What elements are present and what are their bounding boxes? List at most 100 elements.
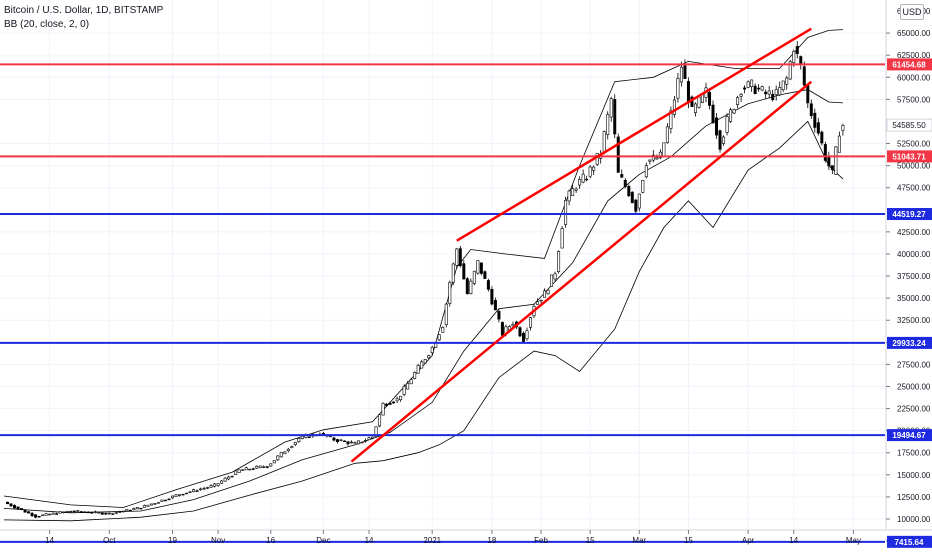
trend-channel[interactable] bbox=[350, 27, 813, 463]
candle-body bbox=[641, 179, 645, 193]
candle-body bbox=[192, 489, 196, 492]
candle-body bbox=[837, 135, 841, 153]
level-label-bg-1 bbox=[887, 150, 932, 163]
candle-body bbox=[620, 174, 624, 178]
candle-body bbox=[37, 516, 41, 518]
x-tick-label: 15 bbox=[586, 536, 595, 545]
candle-body bbox=[630, 191, 634, 203]
candle-body bbox=[385, 403, 389, 406]
candle-body bbox=[567, 190, 571, 202]
candle-body bbox=[321, 433, 325, 435]
candle-body bbox=[416, 365, 420, 374]
y-tick-label: 60000.00 bbox=[897, 73, 931, 82]
y-tick-label: 17500.00 bbox=[897, 449, 931, 458]
candle-body bbox=[255, 465, 259, 469]
candle-body bbox=[185, 492, 189, 495]
candle-body bbox=[543, 290, 547, 298]
candle-body bbox=[686, 81, 690, 103]
candle-body bbox=[381, 403, 385, 416]
symbol-title[interactable]: Bitcoin / U.S. Dollar, 1D, BITSTAMP bbox=[4, 5, 164, 16]
level-label-bg-5 bbox=[887, 535, 932, 548]
candle-body bbox=[265, 466, 269, 468]
channel-upper-line[interactable] bbox=[456, 27, 812, 242]
horizontal-levels[interactable] bbox=[0, 63, 885, 543]
candle-body bbox=[132, 508, 136, 510]
candle-body bbox=[771, 94, 775, 101]
candle-body bbox=[335, 439, 339, 443]
candle-body bbox=[413, 372, 417, 379]
candle-body bbox=[648, 159, 652, 162]
y-tick-label: 37500.00 bbox=[897, 272, 931, 281]
candle-body bbox=[69, 510, 73, 513]
candle-body bbox=[241, 469, 245, 471]
candle-body bbox=[279, 451, 283, 458]
candle-body bbox=[392, 401, 396, 404]
candle-body bbox=[476, 260, 480, 274]
candle-body bbox=[167, 498, 171, 501]
candle-body bbox=[272, 460, 276, 464]
candle-body bbox=[788, 61, 792, 80]
candle-body bbox=[757, 87, 761, 90]
candle-body bbox=[97, 512, 101, 514]
candle-body bbox=[76, 510, 80, 512]
candle-body bbox=[188, 491, 192, 493]
candle-body bbox=[672, 99, 676, 115]
candle-body bbox=[430, 347, 434, 354]
candle-body bbox=[27, 511, 31, 514]
candle-body bbox=[718, 130, 722, 150]
candle-body bbox=[360, 441, 364, 444]
candle-body bbox=[349, 441, 353, 444]
candle-body bbox=[163, 499, 167, 502]
candle-body bbox=[823, 144, 827, 161]
candle-body bbox=[448, 282, 452, 304]
candle-body bbox=[395, 398, 399, 402]
x-tick-label: May bbox=[846, 536, 861, 545]
candle-body bbox=[462, 263, 466, 280]
x-tick-label: 14 bbox=[45, 536, 54, 545]
candle-body bbox=[553, 273, 557, 280]
y-tick-label: 52500.00 bbox=[897, 140, 931, 149]
candle-body bbox=[104, 512, 108, 515]
y-tick-label: 22500.00 bbox=[897, 405, 931, 414]
candle-body bbox=[146, 504, 150, 507]
candle-body bbox=[111, 513, 115, 515]
candle-body bbox=[662, 142, 666, 158]
candle-body bbox=[378, 414, 382, 427]
x-tick-label: 18 bbox=[487, 536, 496, 545]
candle-body bbox=[230, 475, 234, 478]
candle-body bbox=[528, 317, 532, 328]
candle-body bbox=[423, 359, 427, 364]
candle-body bbox=[258, 465, 262, 468]
x-tick-label: Feb bbox=[534, 536, 548, 545]
candle-body bbox=[206, 487, 210, 489]
candle-body bbox=[286, 448, 290, 452]
candle-body bbox=[251, 468, 255, 470]
candle-body bbox=[48, 513, 52, 516]
candle-body bbox=[750, 79, 754, 87]
currency-button[interactable]: USD bbox=[900, 4, 924, 20]
candle-body bbox=[602, 131, 606, 153]
candle-body bbox=[223, 477, 227, 482]
candle-body bbox=[479, 262, 483, 274]
candle-body bbox=[41, 514, 45, 517]
level-label-4: 19494.67 bbox=[892, 431, 926, 440]
candle-body bbox=[511, 324, 515, 327]
candle-body bbox=[500, 322, 504, 336]
candle-body bbox=[816, 122, 820, 134]
candle-body bbox=[332, 437, 336, 441]
candle-body bbox=[753, 85, 757, 94]
candle-body bbox=[493, 300, 497, 311]
time-axis[interactable]: 14 Oct 19 Nov 16 Dec 14 2021 18 Feb 15 Mar 15 Apr 14 Ma… bbox=[45, 530, 861, 545]
candle-body bbox=[409, 379, 413, 385]
indicator-label[interactable]: BB (20, close, 2, 0) bbox=[4, 19, 90, 30]
candle-body bbox=[65, 510, 69, 513]
channel-lower-line[interactable] bbox=[350, 80, 813, 463]
candle-body bbox=[725, 116, 729, 133]
candle-body bbox=[592, 166, 596, 171]
candle-body bbox=[676, 78, 680, 99]
candle-body bbox=[760, 86, 764, 91]
level-label-5: 7415.64 bbox=[895, 538, 924, 547]
